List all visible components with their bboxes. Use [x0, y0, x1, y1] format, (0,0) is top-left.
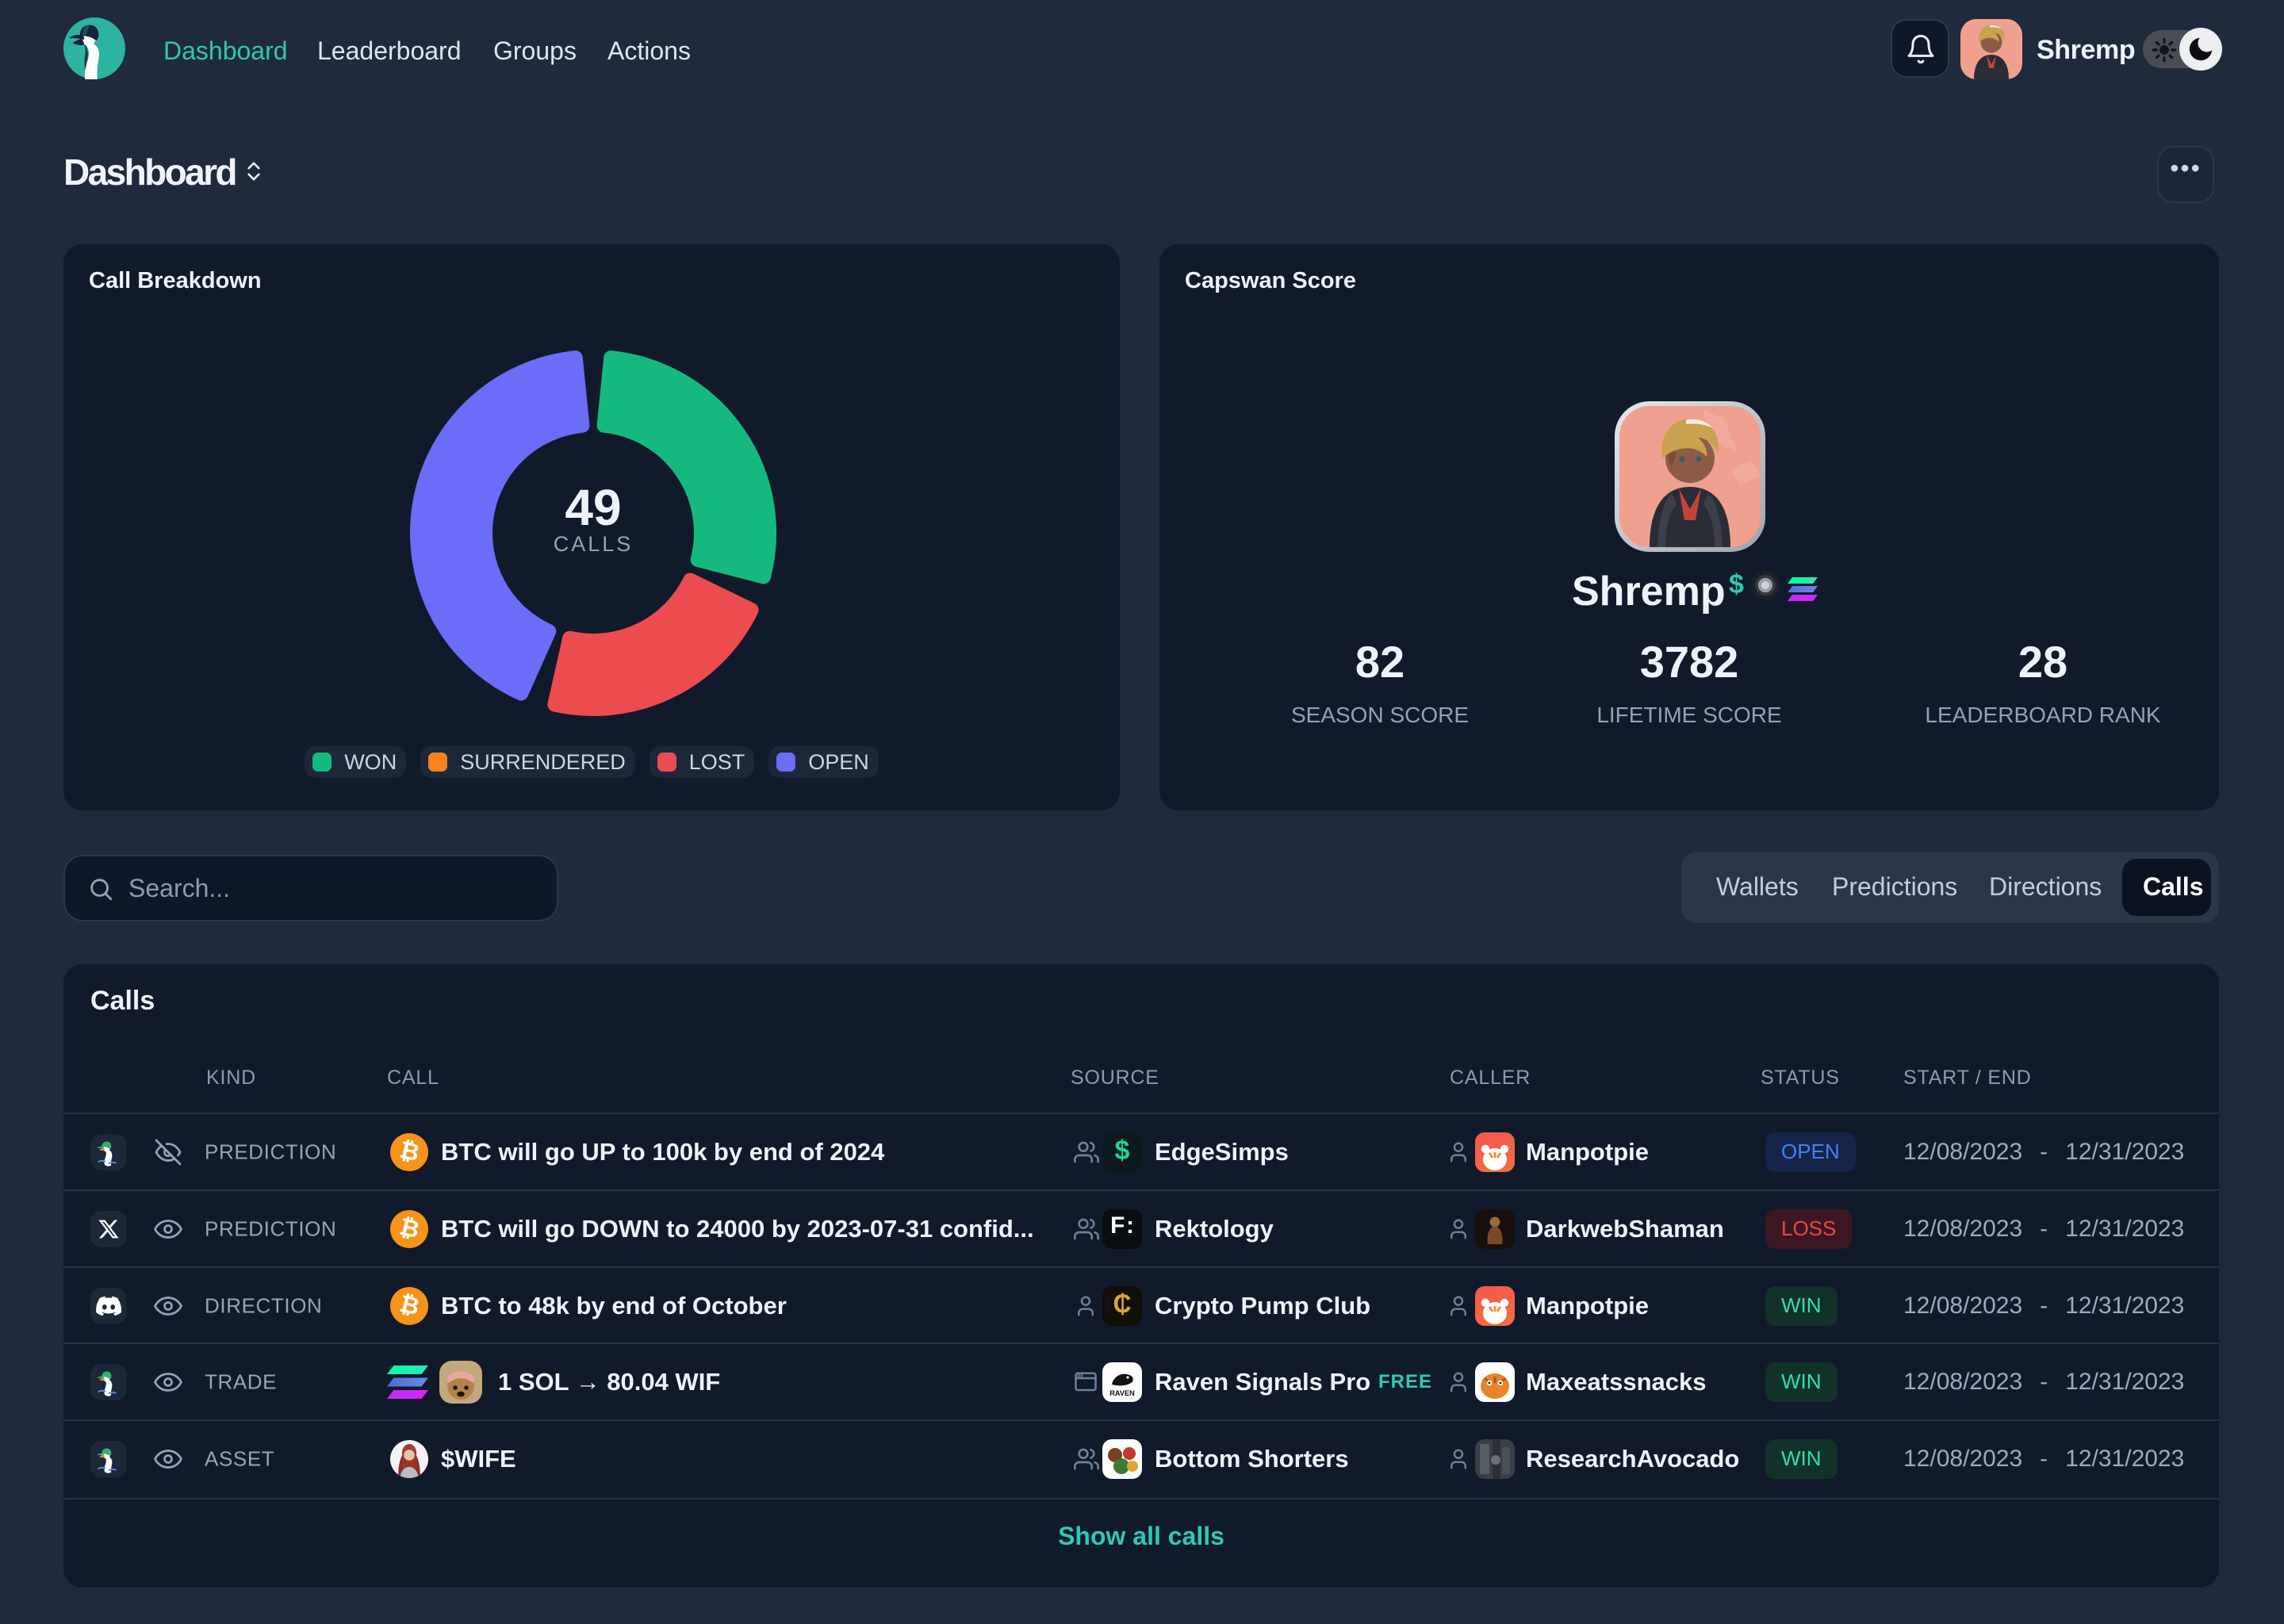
svg-text:RAVEN: RAVEN — [1109, 1389, 1135, 1397]
